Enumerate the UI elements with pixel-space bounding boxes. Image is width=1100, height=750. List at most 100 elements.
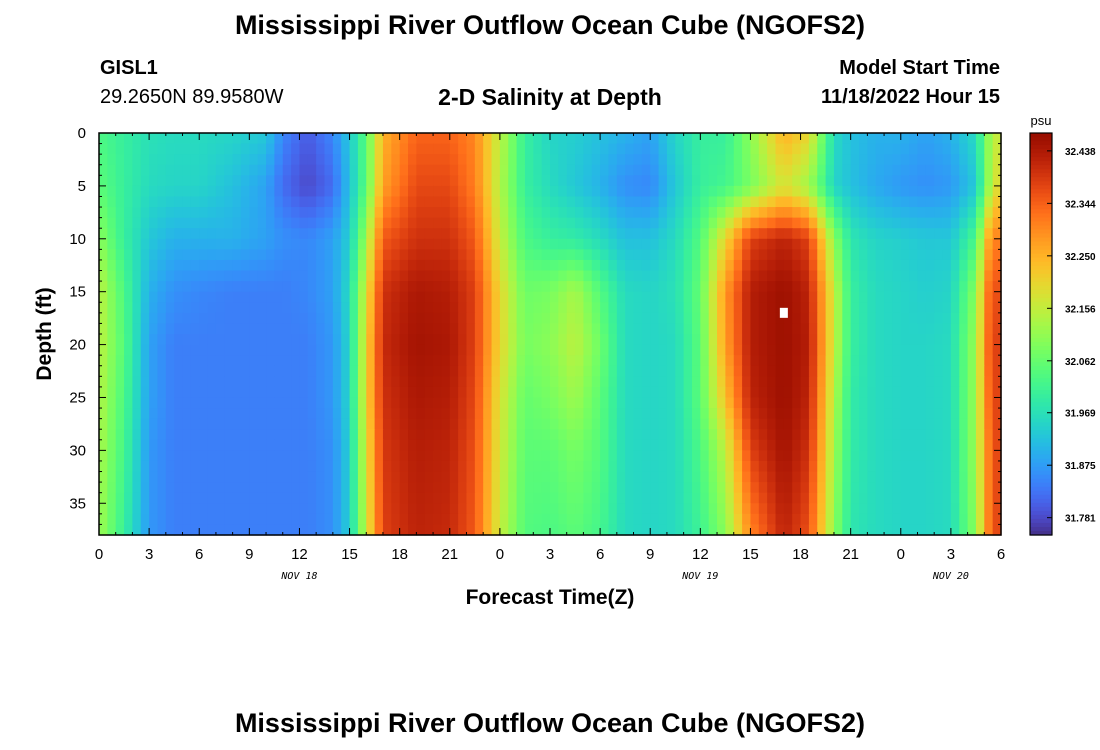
heatmap-cell [575, 408, 585, 420]
heatmap-cell [307, 460, 317, 473]
heatmap-cell [683, 450, 693, 462]
heatmap-cell [967, 344, 977, 356]
heatmap-cell [491, 439, 501, 451]
heatmap-cell [900, 344, 910, 356]
heatmap-cell [474, 482, 484, 494]
heatmap-cell [491, 143, 501, 155]
heatmap-cell [124, 323, 134, 335]
heatmap-cell [282, 154, 292, 166]
heatmap-cell [316, 228, 326, 240]
heatmap-cell [708, 429, 718, 441]
heatmap-cell [984, 175, 994, 187]
heatmap-cell [391, 133, 401, 145]
heatmap-cell [934, 143, 944, 155]
heatmap-cell [391, 154, 401, 166]
heatmap-cell [884, 334, 894, 346]
heatmap-cell [917, 376, 927, 388]
heatmap-cell [324, 154, 334, 166]
heatmap-cell [800, 133, 810, 145]
heatmap-cell [491, 259, 501, 272]
heatmap-cell [132, 323, 142, 335]
heatmap-cell [733, 143, 743, 155]
heatmap-cell [140, 323, 150, 335]
heatmap-cell [608, 143, 618, 155]
heatmap-cell [825, 217, 835, 229]
heatmap-cell [449, 312, 459, 325]
heatmap-cell [524, 259, 534, 272]
heatmap-cell [575, 460, 585, 473]
heatmap-cell [959, 355, 969, 367]
heatmap-cell [691, 524, 701, 536]
heatmap-cell [132, 460, 142, 473]
heatmap-cell [942, 217, 952, 229]
heatmap-cell [341, 460, 351, 473]
heatmap-cell [449, 450, 459, 462]
heatmap-cell [691, 164, 701, 176]
heatmap-cell [608, 175, 618, 187]
heatmap-cell [466, 386, 476, 399]
heatmap-cell [349, 228, 359, 240]
heatmap-cell [408, 249, 417, 261]
heatmap-cell [683, 376, 693, 388]
heatmap-cell [591, 355, 601, 367]
heatmap-cell [850, 471, 860, 483]
colorbar-tick-label: 32.344 [1065, 199, 1096, 210]
heatmap-cell [282, 133, 292, 145]
heatmap-cell [491, 408, 501, 420]
heatmap-cell [725, 397, 735, 409]
heatmap-cell [641, 196, 651, 208]
heatmap-cell [382, 471, 392, 483]
heatmap-cell [700, 154, 710, 166]
heatmap-cell [625, 185, 635, 198]
heatmap-cell [458, 492, 468, 504]
heatmap-cell [792, 503, 802, 515]
heatmap-cell [566, 249, 576, 261]
heatmap-cell [959, 164, 969, 176]
heatmap-cell [483, 196, 493, 208]
heatmap-cell [600, 376, 610, 388]
heatmap-cell [750, 439, 760, 451]
heatmap-cell [783, 482, 793, 494]
heatmap-cell [583, 312, 593, 325]
heatmap-cell [149, 482, 159, 494]
heatmap-cell [566, 175, 576, 187]
heatmap-cell [742, 196, 752, 208]
heatmap-cell [925, 291, 935, 303]
heatmap-cell [215, 524, 225, 536]
heatmap-cell [575, 503, 585, 515]
heatmap-cell [316, 259, 326, 272]
heatmap-cell [491, 281, 501, 293]
heatmap-cell [174, 312, 184, 325]
heatmap-cell [533, 397, 543, 409]
heatmap-cell [324, 397, 334, 409]
heatmap-cell [775, 259, 785, 272]
heatmap-cell [833, 503, 843, 515]
heatmap-cell [508, 281, 518, 293]
heatmap-cell [917, 270, 927, 282]
heatmap-cell [708, 207, 718, 219]
heatmap-cell [140, 524, 150, 536]
heatmap-cell [742, 397, 752, 409]
heatmap-cell [633, 270, 643, 282]
heatmap-cell [725, 249, 735, 261]
heatmap-cell [583, 143, 593, 155]
heatmap-cell [424, 185, 434, 198]
heatmap-cell [817, 334, 827, 346]
heatmap-cell [658, 503, 668, 515]
x-tick-label: 18 [391, 546, 408, 563]
heatmap-cell [884, 344, 894, 356]
heatmap-cell [99, 302, 108, 314]
heatmap-cell [950, 503, 960, 515]
heatmap-cell [550, 175, 559, 187]
heatmap-cell [341, 397, 351, 409]
heatmap-cell [675, 418, 685, 430]
heatmap-cell [708, 143, 718, 155]
heatmap-cell [199, 365, 209, 377]
heatmap-cell [124, 154, 134, 166]
heatmap-cell [616, 164, 626, 176]
heatmap-cell [174, 164, 184, 176]
heatmap-cell [984, 482, 994, 494]
heatmap-cell [424, 503, 434, 515]
heatmap-cell [199, 302, 209, 314]
heatmap-cell [291, 249, 301, 261]
